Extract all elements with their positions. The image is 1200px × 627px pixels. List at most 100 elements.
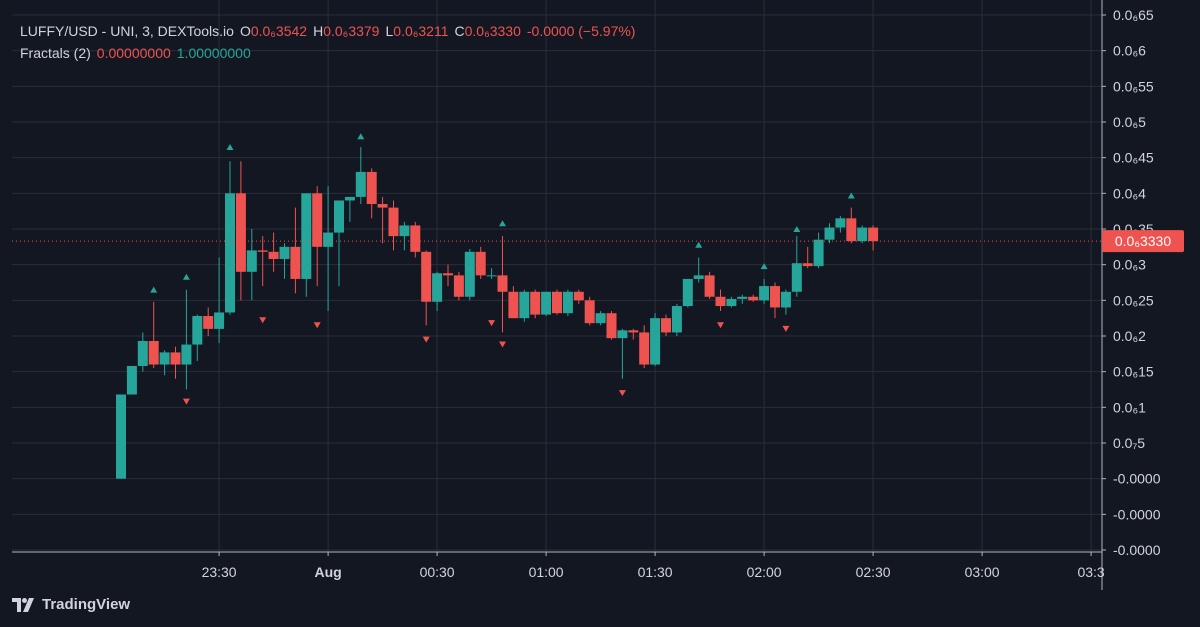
candle-down (312, 186, 323, 287)
candle-up (791, 236, 802, 297)
candle-body (748, 296, 759, 301)
price-tick-label: 0.0₆55 (1113, 78, 1154, 94)
fractal-up-marker (499, 220, 506, 227)
candle-down (530, 289, 541, 319)
candle-body (355, 171, 366, 197)
candle-up (693, 257, 704, 283)
candle-down (584, 296, 595, 326)
candle-up (279, 243, 290, 279)
last-price-tag-label: 0.0₆3330 (1115, 233, 1171, 249)
fractal-up-marker (760, 263, 768, 270)
time-tick-label: Aug (314, 564, 341, 580)
candle-up (671, 303, 682, 336)
candle-body (214, 312, 225, 329)
fractal-down-marker (782, 325, 790, 332)
candle-down (802, 246, 813, 269)
fractal-markers (150, 133, 855, 405)
candle-down (443, 264, 453, 287)
candle-up (595, 311, 606, 326)
last-price-tag-background (1102, 230, 1184, 253)
candle-up (835, 216, 846, 233)
time-axis[interactable]: 23:30 Aug 00:30 01:00 01:30 02:00 02:30 03:00 03… (202, 552, 1105, 580)
candle-up (780, 289, 791, 315)
candle-up (399, 221, 410, 251)
candle-body (203, 316, 214, 329)
candle-body (181, 344, 192, 365)
price-tick-label: -0.0000 (1113, 471, 1161, 487)
candle-body (617, 330, 628, 339)
candle-up (682, 278, 693, 308)
candle-up (617, 328, 628, 379)
price-tick-label: 0.0₆65 (1113, 7, 1154, 23)
candle-up (824, 223, 835, 244)
candle-body (312, 193, 323, 247)
grid (12, 0, 1102, 552)
price-tick-label: 0.0₆25 (1113, 292, 1154, 308)
fractal-up-marker (357, 133, 365, 140)
candle-body (192, 316, 203, 345)
candle-up (192, 314, 203, 361)
candle-body (693, 275, 704, 279)
candle-up (519, 289, 530, 322)
symbol-label: LUFFY/USD - UNI, 3, DEXTools.io (20, 23, 234, 39)
low-label: L (385, 23, 394, 39)
candle-up (301, 193, 312, 297)
tradingview-logo[interactable]: TradingView (12, 596, 130, 613)
price-tick-label: 0.0₆6 (1113, 43, 1146, 59)
candle-body (170, 352, 181, 365)
time-tick-label: 00:30 (420, 564, 455, 580)
candle-up (126, 365, 137, 395)
price-axis[interactable]: 0.0₆650.0₆60.0₆550.0₆50.0₆450.0₆40.0₆350… (1102, 7, 1161, 558)
price-tick-label: 0.0₆4 (1113, 185, 1146, 201)
candle-body (126, 365, 137, 395)
fractal-up-marker (793, 226, 801, 232)
open-value: O0.0₆3542 (240, 20, 307, 42)
candle-up (246, 229, 257, 301)
low-value: L0.0₆3211 (385, 20, 448, 42)
candle-down (453, 271, 464, 301)
candle-up (137, 332, 148, 372)
last-price-tag: 0.0₆3330 (1102, 230, 1184, 253)
candle-body (715, 296, 726, 307)
candle-body (671, 306, 682, 333)
candle-body (802, 263, 813, 267)
price-tick-label: 0.0₆15 (1113, 364, 1154, 380)
candle-up (813, 232, 824, 269)
candle-down (770, 282, 780, 319)
indicator-value-2: 1.00000000 (176, 45, 251, 61)
candle-down (366, 168, 377, 219)
candle-down (377, 196, 388, 244)
candle-down (421, 250, 432, 326)
candle-body (148, 340, 159, 365)
candle-body (301, 193, 312, 279)
fractal-down-marker (717, 322, 724, 329)
candle-down (661, 314, 671, 336)
fractal-down-marker (618, 390, 626, 397)
candle-down (410, 221, 421, 258)
indicator-value-1: 0.00000000 (96, 45, 171, 61)
indicator-label[interactable]: Fractals (2) (20, 45, 91, 61)
tradingview-brand-label: TradingView (42, 596, 131, 613)
candle-up (355, 146, 366, 205)
candle-up (562, 289, 573, 317)
candle-body (639, 332, 650, 365)
candle-down (704, 271, 715, 299)
candle-body (562, 291, 573, 314)
price-tick-label: 0.0₆45 (1113, 150, 1154, 166)
candle-down (290, 207, 301, 294)
open-number: 0.0₆3542 (250, 23, 308, 39)
candle-up (726, 296, 737, 308)
candle-body (366, 171, 377, 205)
candle-body (650, 318, 661, 365)
candle-down (748, 294, 759, 302)
candle-body (835, 218, 846, 228)
candle-up (334, 200, 344, 287)
candle-body (421, 251, 432, 302)
candle-body (410, 225, 421, 252)
candle-up (323, 186, 334, 312)
candle-up (857, 225, 868, 244)
candle-body (791, 263, 802, 292)
fractal-up-marker (150, 286, 158, 293)
candle-body (704, 275, 715, 297)
